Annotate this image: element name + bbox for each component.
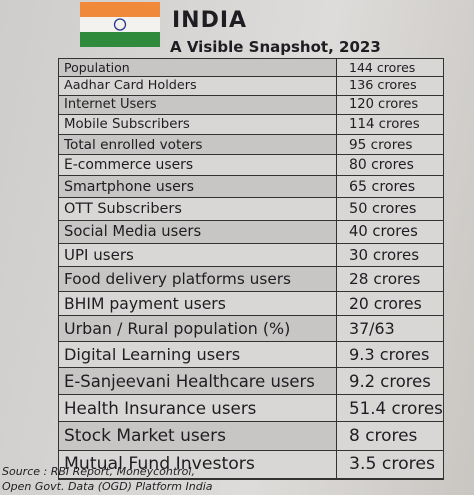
table-row: Aadhar Card Holders 136 crores bbox=[59, 77, 443, 96]
metric-cell: Population bbox=[59, 59, 337, 76]
metric-cell: OTT Subscribers bbox=[59, 198, 337, 220]
metric-cell: Food delivery platforms users bbox=[59, 267, 337, 291]
table-row: Internet Users 120 crores bbox=[59, 95, 443, 115]
metric-cell: Aadhar Card Holders bbox=[59, 77, 337, 95]
table-row: Digital Learning users 9.3 crores bbox=[59, 342, 443, 369]
table-row: Social Media users 40 crores bbox=[59, 220, 443, 244]
metric-cell: BHIM payment users bbox=[59, 291, 337, 316]
value-cell: 114 crores bbox=[349, 116, 420, 132]
source: Source : RBI Report, Moneycontrol, Open … bbox=[2, 464, 213, 494]
metric-cell: Smartphone users bbox=[59, 176, 337, 198]
value-cell: 37/63 bbox=[349, 319, 395, 339]
table-row: UPI users 30 crores bbox=[59, 243, 443, 268]
source-line: Source : RBI Report, Moneycontrol, bbox=[2, 465, 195, 478]
subtitle: A Visible Snapshot, 2023 bbox=[170, 38, 381, 56]
table-row: Urban / Rural population (%) 37/63 bbox=[59, 316, 443, 343]
value-cell: 28 crores bbox=[349, 269, 421, 288]
title: INDIA bbox=[172, 8, 248, 33]
source-line: Open Govt. Data (OGD) Platform India bbox=[2, 480, 213, 493]
metric-cell: Stock Market users bbox=[59, 422, 337, 450]
value-cell: 30 crores bbox=[349, 245, 420, 264]
value-cell: 20 crores bbox=[349, 294, 422, 313]
table-row: OTT Subscribers 50 crores bbox=[59, 198, 443, 221]
metric-cell: Mobile Subscribers bbox=[59, 114, 337, 134]
value-cell: 120 crores bbox=[349, 97, 419, 113]
value-cell: 136 crores bbox=[349, 78, 417, 94]
metric-cell: Urban / Rural population (%) bbox=[59, 316, 337, 342]
flag bbox=[80, 2, 160, 47]
metric-cell: UPI users bbox=[59, 243, 337, 267]
table-row: E-Sanjeevani Healthcare users 9.2 crores bbox=[59, 368, 443, 396]
value-cell: 80 crores bbox=[349, 157, 414, 174]
value-cell: 65 crores bbox=[349, 178, 416, 195]
value-cell: 144 crores bbox=[349, 60, 416, 75]
metric-cell: Total enrolled voters bbox=[59, 134, 337, 155]
value-cell: 3.5 crores bbox=[349, 454, 435, 475]
value-cell: 9.2 crores bbox=[349, 371, 431, 391]
table-row: BHIM payment users 20 crores bbox=[59, 291, 443, 317]
metric-cell: Digital Learning users bbox=[59, 342, 337, 368]
value-cell: 50 crores bbox=[349, 200, 417, 217]
value-cell: 8 crores bbox=[349, 426, 418, 446]
table-row: Mobile Subscribers 114 crores bbox=[59, 114, 443, 135]
metric-cell: Health Insurance users bbox=[59, 395, 337, 422]
table-row: E-commerce users 80 crores bbox=[59, 155, 443, 177]
table: Population 144 crores Aadhar Card Holders 1… bbox=[58, 58, 444, 481]
table-row: Mutual Fund Investors 3.5 crores bbox=[59, 450, 443, 480]
metric-cell: E-commerce users bbox=[59, 155, 337, 176]
value-cell: 9.3 crores bbox=[349, 345, 430, 365]
metric-cell: Social Media users bbox=[59, 220, 337, 243]
metric-cell: Internet Users bbox=[59, 95, 337, 114]
table-row: Health Insurance users 51.4 crores bbox=[59, 395, 443, 423]
table-row: Food delivery platforms users 28 crores bbox=[59, 267, 443, 292]
table-row: Stock Market users 8 crores bbox=[59, 422, 443, 451]
table-row: Population 144 crores bbox=[59, 59, 443, 77]
value-cell: 95 crores bbox=[349, 136, 413, 153]
value-cell: 51.4 crores bbox=[349, 398, 443, 419]
metric-cell: E-Sanjeevani Healthcare users bbox=[59, 368, 337, 395]
metric-cell: Mutual Fund Investors bbox=[59, 450, 337, 479]
table-row: Total enrolled voters 95 crores bbox=[59, 134, 443, 156]
value-cell: 40 crores bbox=[349, 223, 418, 241]
table-row: Smartphone users 65 crores bbox=[59, 176, 443, 199]
